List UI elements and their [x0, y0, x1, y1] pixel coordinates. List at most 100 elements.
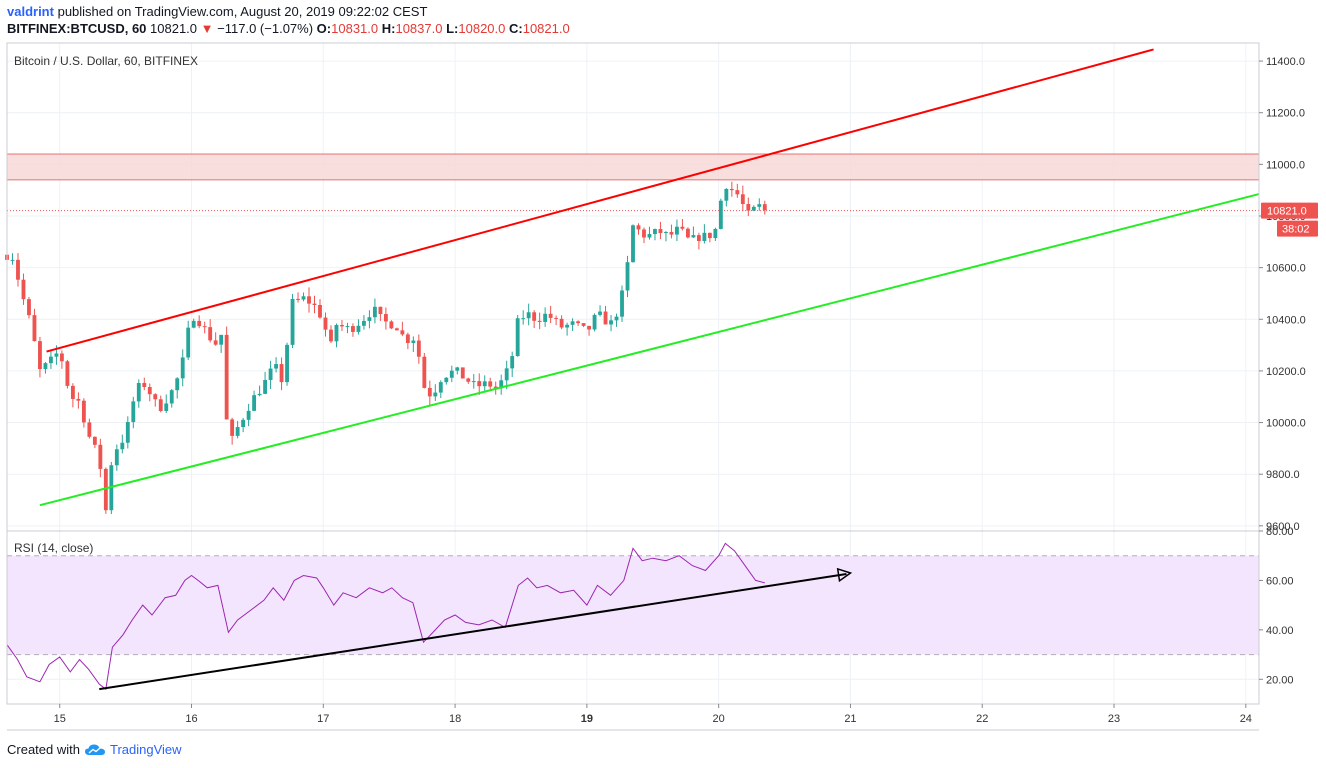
candle-body: [609, 320, 613, 325]
time-tick-label: 22: [976, 713, 988, 725]
candle-body: [76, 398, 81, 401]
time-tick-label: 20: [713, 713, 725, 725]
last-price-badge-label: 10821.0: [1267, 206, 1307, 218]
time-axis[interactable]: 15 16 17 18 19 20 21 22 23 24: [54, 704, 1252, 725]
rsi-axis[interactable]: 80.00 60.00 40.00 20.00: [1259, 526, 1294, 686]
candle: [285, 342, 289, 386]
candle: [235, 420, 240, 439]
candle: [433, 384, 438, 401]
tradingview-brand-link[interactable]: TradingView: [109, 742, 182, 757]
candle-body: [202, 326, 207, 328]
price-axis[interactable]: 11400.011200.011000.010800.010600.010400…: [1259, 56, 1306, 533]
candle: [180, 349, 185, 387]
candle-body: [751, 206, 756, 211]
candle-body: [718, 200, 723, 229]
candle: [10, 253, 15, 265]
candle: [559, 315, 564, 330]
candle: [438, 380, 443, 399]
candle-body: [565, 324, 570, 328]
candle-body: [92, 436, 97, 445]
candle: [664, 231, 668, 242]
candle-body: [504, 368, 509, 381]
candle-body: [318, 304, 322, 318]
candle: [323, 312, 328, 337]
rsi-tick-label: 80.00: [1266, 526, 1294, 538]
candle: [114, 444, 119, 471]
candle: [499, 374, 504, 395]
candle-body: [362, 320, 366, 326]
candle: [219, 334, 224, 353]
candle: [191, 318, 196, 329]
candle-body: [340, 324, 344, 327]
candle-body: [598, 311, 602, 315]
candle: [246, 403, 251, 427]
candle-body: [175, 378, 180, 391]
candle-body: [400, 330, 405, 335]
candle-body: [592, 314, 597, 330]
candle: [98, 438, 103, 478]
candle-body: [740, 194, 745, 205]
footer: Created with TradingView: [7, 742, 182, 757]
candle: [87, 418, 92, 439]
low-label: L:: [446, 21, 459, 36]
candle: [131, 396, 136, 429]
support-trendline[interactable]: [39, 193, 1260, 507]
candle-body: [669, 232, 674, 235]
candle: [713, 227, 718, 241]
candle-body: [691, 235, 696, 238]
candle-body: [614, 316, 619, 321]
candle: [367, 310, 372, 329]
candle: [164, 394, 169, 413]
time-tick-label: 24: [1240, 713, 1252, 725]
candle: [592, 313, 597, 332]
resistance-trendline[interactable]: [46, 48, 1154, 353]
candle-body: [87, 422, 92, 437]
candle: [92, 436, 97, 449]
candle: [27, 296, 31, 319]
candle: [268, 360, 273, 389]
candle-body: [416, 340, 421, 357]
candle: [356, 319, 361, 335]
candle-body: [713, 228, 718, 239]
candle: [65, 359, 70, 389]
candle: [125, 416, 130, 449]
candle-body: [351, 326, 355, 332]
candle-body: [521, 318, 526, 320]
candle-body: [559, 318, 564, 328]
candle: [757, 198, 762, 211]
time-tick-label: 19: [581, 713, 593, 725]
candle: [32, 308, 37, 342]
candle: [70, 383, 75, 408]
candle: [532, 310, 537, 329]
resistance-zone: [6, 153, 1260, 181]
candle-body: [224, 334, 229, 420]
candle: [587, 325, 591, 336]
candle: [724, 188, 729, 207]
candle: [372, 298, 377, 324]
candle: [526, 303, 531, 326]
candle: [416, 334, 421, 364]
candle: [175, 377, 180, 399]
candle-body: [49, 356, 53, 364]
candle-body: [378, 306, 383, 315]
candle-body: [142, 382, 147, 388]
candle-body: [658, 229, 663, 234]
author-name[interactable]: valdrint: [7, 4, 54, 19]
pane-borders: [6, 42, 1260, 731]
price-tick-label: 9800.0: [1266, 469, 1300, 481]
candle-body: [241, 419, 246, 428]
rsi-trendline[interactable]: [99, 573, 847, 691]
candle-body: [757, 204, 762, 207]
candle: [169, 388, 174, 408]
candle: [307, 287, 311, 313]
candle: [389, 320, 394, 330]
candle-body: [696, 235, 701, 242]
candle: [422, 352, 427, 389]
symbol-legend: BITFINEX:BTCUSD, 60 10821.0 ▼ −117.0 (−1…: [7, 21, 570, 36]
candle: [685, 227, 690, 239]
candle: [636, 223, 641, 235]
candle-body: [581, 323, 586, 326]
candle: [290, 293, 295, 349]
candle-body: [70, 385, 75, 399]
